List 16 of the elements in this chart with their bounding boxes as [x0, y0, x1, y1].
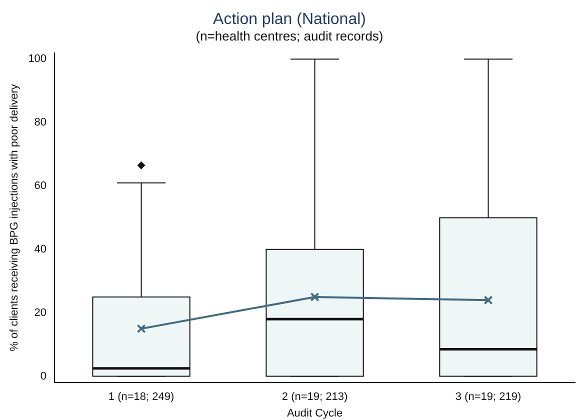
point: [484, 296, 493, 305]
y-axis-title: % of clients receiving BPG injections with poor delivery: [8, 84, 21, 352]
y-tick-label: 20: [34, 306, 47, 319]
x-tick-label: 2 (n=19; 213): [282, 391, 348, 404]
chart-subtitle: (n=health centres; audit records): [196, 28, 384, 44]
y-tick-label: 0: [40, 370, 47, 382]
x-axis-title: Audit Cycle: [286, 407, 343, 420]
x-tick-label: 1 (n=18; 249): [108, 391, 174, 404]
point: [310, 292, 320, 302]
y-tick-label: 40: [34, 243, 47, 256]
point: [136, 324, 146, 334]
y-tick-label: 100: [28, 53, 47, 66]
x-tick-label: 3 (n=19; 219): [455, 391, 522, 404]
y-tick-label: 60: [34, 180, 47, 192]
y-tick-label: 80: [34, 116, 47, 129]
chart-title: Action plan (National): [213, 11, 366, 28]
